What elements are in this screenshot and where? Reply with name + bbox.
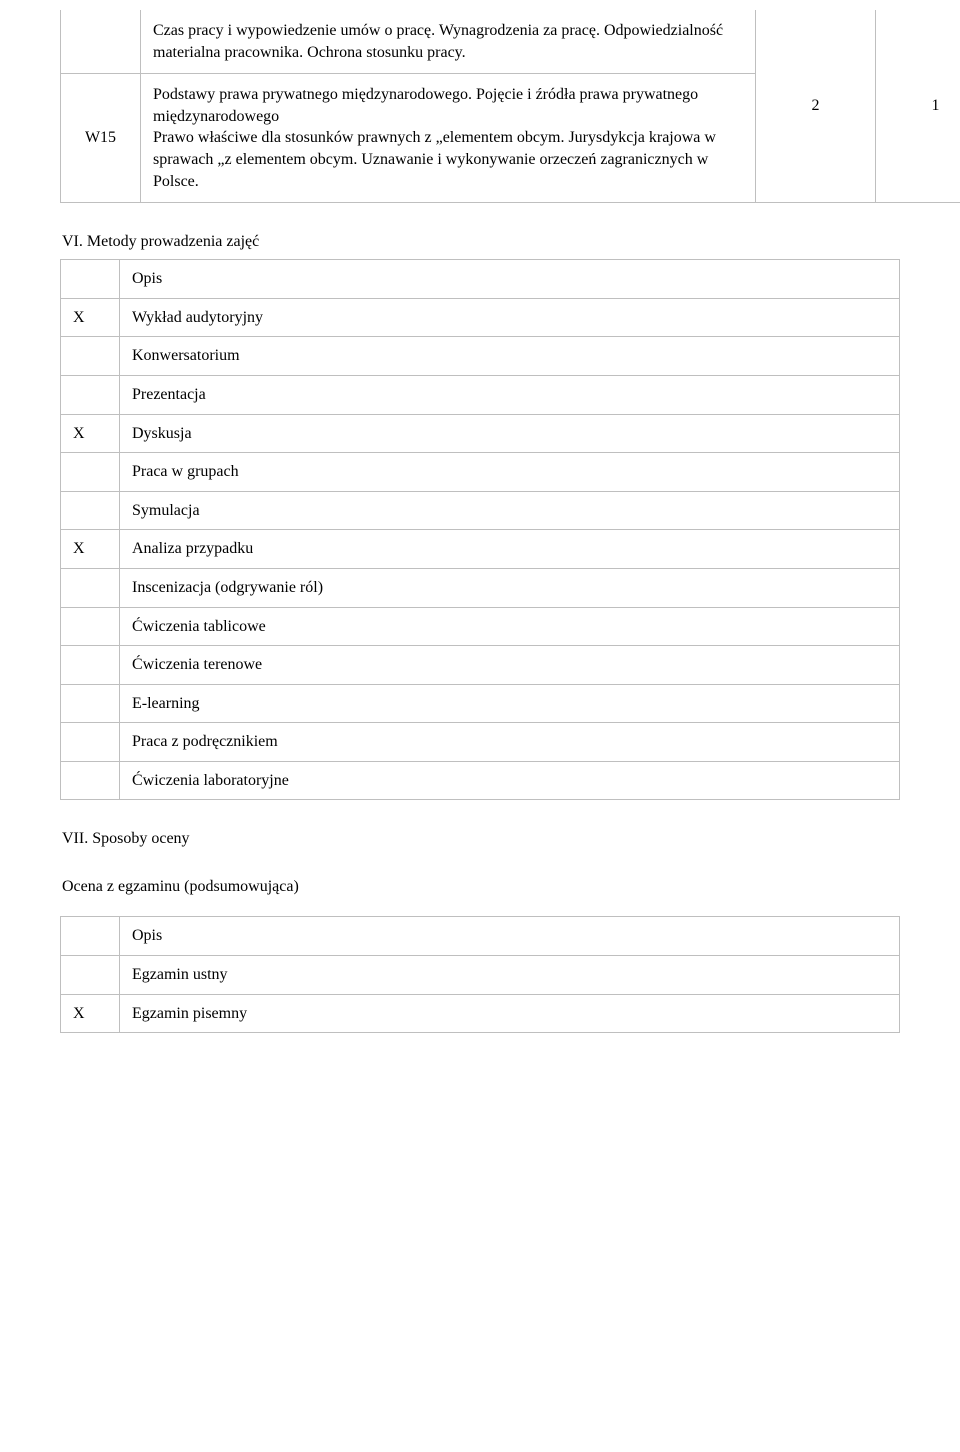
cell-col3: 2 <box>756 10 876 203</box>
table-row: E-learning <box>61 684 900 723</box>
cell-mark: X <box>61 994 120 1033</box>
cell-mark: X <box>61 298 120 337</box>
table-row: Opis <box>61 917 900 956</box>
cell-label: Praca z podręcznikiem <box>120 723 900 762</box>
cell-mark <box>61 646 120 685</box>
cell-label: Ćwiczenia terenowe <box>120 646 900 685</box>
assessment-subtitle: Ocena z egzaminu (podsumowująca) <box>62 878 900 896</box>
table-row: Egzamin ustny <box>61 956 900 995</box>
cell-label: E-learning <box>120 684 900 723</box>
cell-mark: X <box>61 414 120 453</box>
section-vi-title: VI. Metody prowadzenia zajęć <box>62 233 900 251</box>
cell-mark <box>61 491 120 530</box>
methods-header: Opis <box>120 260 900 299</box>
cell-mark <box>61 453 120 492</box>
table-row: Praca w grupach <box>61 453 900 492</box>
cell-mark <box>61 607 120 646</box>
cell-label: Dyskusja <box>120 414 900 453</box>
table-row: Inscenizacja (odgrywanie ról) <box>61 568 900 607</box>
table-row: Praca z podręcznikiem <box>61 723 900 762</box>
table-row: Opis <box>61 260 900 299</box>
table-row: Konwersatorium <box>61 337 900 376</box>
table-row: Ćwiczenia laboratoryjne <box>61 761 900 800</box>
cell-label: Analiza przypadku <box>120 530 900 569</box>
table-row: X Egzamin pisemny <box>61 994 900 1033</box>
cell-label: Egzamin pisemny <box>120 994 900 1033</box>
cell-mark <box>61 337 120 376</box>
cell-mark <box>61 761 120 800</box>
section-vii-title: VII. Sposoby oceny <box>62 830 900 848</box>
cell-col4: 1 <box>876 10 960 203</box>
cell-mark <box>61 568 120 607</box>
assessment-header: Opis <box>120 917 900 956</box>
cell-label: Wykład audytoryjny <box>120 298 900 337</box>
cell-text: Czas pracy i wypowiedzenie umów o pracę.… <box>141 10 756 74</box>
cell-mark <box>61 723 120 762</box>
cell-label: Inscenizacja (odgrywanie ról) <box>120 568 900 607</box>
cell-mark <box>61 260 120 299</box>
table-row: X Dyskusja <box>61 414 900 453</box>
cell-label: Ćwiczenia tablicowe <box>120 607 900 646</box>
cell-code: W15 <box>61 74 141 203</box>
table-row: X Wykład audytoryjny <box>61 298 900 337</box>
cell-text: Podstawy prawa prywatnego międzynarodowe… <box>141 74 756 203</box>
table-row: X Analiza przypadku <box>61 530 900 569</box>
cell-code <box>61 10 141 74</box>
cell-mark <box>61 956 120 995</box>
cell-label: Prezentacja <box>120 375 900 414</box>
cell-mark <box>61 684 120 723</box>
cell-label: Konwersatorium <box>120 337 900 376</box>
assessment-table: Opis Egzamin ustny X Egzamin pisemny <box>60 916 900 1033</box>
cell-mark: X <box>61 530 120 569</box>
content-table: Czas pracy i wypowiedzenie umów o pracę.… <box>60 10 960 203</box>
table-row: Prezentacja <box>61 375 900 414</box>
cell-mark <box>61 917 120 956</box>
methods-table: Opis X Wykład audytoryjny Konwersatorium… <box>60 259 900 800</box>
cell-mark <box>61 375 120 414</box>
cell-label: Praca w grupach <box>120 453 900 492</box>
cell-label: Egzamin ustny <box>120 956 900 995</box>
cell-label: Symulacja <box>120 491 900 530</box>
table-row: Czas pracy i wypowiedzenie umów o pracę.… <box>61 10 960 74</box>
table-row: Ćwiczenia terenowe <box>61 646 900 685</box>
table-row: Ćwiczenia tablicowe <box>61 607 900 646</box>
table-row: Symulacja <box>61 491 900 530</box>
cell-label: Ćwiczenia laboratoryjne <box>120 761 900 800</box>
